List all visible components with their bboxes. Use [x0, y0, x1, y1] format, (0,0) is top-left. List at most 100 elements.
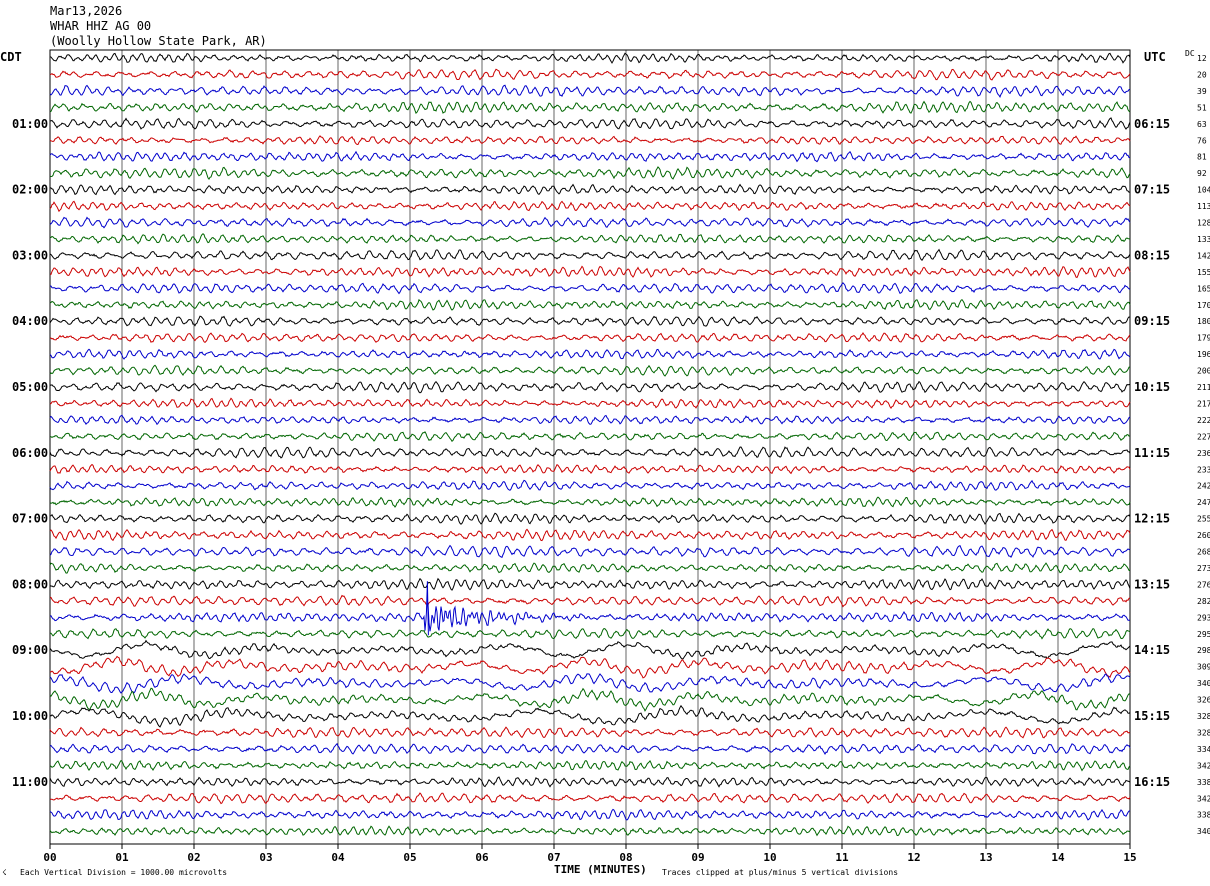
- cdt-hour-label: 01:00: [12, 117, 48, 131]
- cdt-hour-label: 05:00: [12, 380, 48, 394]
- cdt-hour-label: 08:00: [12, 577, 48, 591]
- trace-row-37: [49, 655, 1131, 679]
- dc-offset-value: 20: [1197, 70, 1207, 79]
- trace-row-33: [49, 594, 1131, 608]
- trace-row-3: [49, 100, 1131, 114]
- x-axis-title: TIME (MINUTES): [554, 863, 647, 876]
- dc-offset-value: 104: [1197, 186, 1210, 195]
- trace-row-40: [49, 704, 1131, 728]
- utc-hour-label: 14:15: [1134, 643, 1170, 657]
- trace-row-32: [49, 577, 1131, 591]
- dc-offset-value: 222: [1197, 416, 1210, 425]
- dc-offset-value: 142: [1197, 251, 1210, 260]
- trace-row-44: [49, 776, 1131, 788]
- trace-row-36: [49, 639, 1131, 660]
- date-label: Mar13,2026: [50, 4, 123, 18]
- dc-offset-value: 273: [1197, 564, 1210, 573]
- dc-offset-value: 51: [1197, 103, 1207, 112]
- trace-row-24: [49, 446, 1131, 459]
- dc-offset-value: 334: [1197, 745, 1210, 754]
- trace-row-7: [49, 166, 1131, 180]
- dc-offset-value: 180: [1197, 317, 1210, 326]
- dc-offset-value: 179: [1197, 334, 1210, 343]
- seismic-traces: [49, 52, 1131, 837]
- dc-offset-value: 133: [1197, 235, 1210, 244]
- scale-note: Each Vertical Division = 1000.00 microvo…: [20, 868, 228, 877]
- cdt-hour-label: 11:00: [12, 775, 48, 789]
- trace-row-14: [49, 282, 1131, 295]
- trace-row-45: [49, 792, 1131, 805]
- utc-label: UTC: [1144, 50, 1166, 64]
- dc-offset-value: 276: [1197, 580, 1210, 589]
- utc-hour-label: 13:15: [1134, 577, 1170, 591]
- dc-offset-value: 200: [1197, 367, 1210, 376]
- x-tick-label: 00: [43, 851, 56, 864]
- x-tick-label: 01: [115, 851, 129, 864]
- dc-offset-value: 170: [1197, 301, 1210, 310]
- trace-row-46: [49, 808, 1131, 821]
- trace-row-41: [49, 726, 1131, 739]
- trace-row-6: [49, 150, 1131, 163]
- dc-offset-value: 338: [1197, 811, 1210, 820]
- dc-offset-value: 309: [1197, 663, 1210, 672]
- dc-offset-value: 268: [1197, 548, 1210, 557]
- dc-offset-value: 298: [1197, 646, 1210, 655]
- trace-row-27: [49, 496, 1131, 508]
- dc-offset-value: 255: [1197, 515, 1210, 524]
- utc-hour-label: 08:15: [1134, 248, 1170, 262]
- x-tick-label: 12: [907, 851, 920, 864]
- dc-offset-value: 76: [1197, 136, 1207, 145]
- plot-frame: [49, 49, 1131, 845]
- dc-offset-value: 293: [1197, 613, 1210, 622]
- dc-offset-value: 282: [1197, 597, 1210, 606]
- cdt-hour-label: 06:00: [12, 446, 48, 460]
- trace-row-31: [49, 562, 1131, 574]
- trace-row-42: [49, 742, 1131, 756]
- x-tick-label: 02: [187, 851, 200, 864]
- dc-offset-value: 340: [1197, 827, 1210, 836]
- trace-row-2: [49, 84, 1131, 99]
- trace-row-30: [49, 544, 1131, 558]
- scale-icon: ☇: [2, 868, 7, 877]
- dc-label: DC: [1185, 49, 1195, 58]
- hour-labels: 01:00 02:00 03:00 04:00 05:00 06:00 07:00 08:00…: [12, 117, 1170, 789]
- x-tick-label: 03: [259, 851, 272, 864]
- trace-row-35: [50, 627, 1131, 640]
- trace-row-20: [49, 380, 1131, 394]
- trace-row-19: [49, 364, 1131, 377]
- trace-row-15: [49, 298, 1131, 311]
- trace-row-16: [49, 315, 1131, 327]
- trace-row-43: [49, 759, 1131, 772]
- x-tick-label: 08: [619, 851, 632, 864]
- dc-offset-value: 342: [1197, 761, 1210, 770]
- dc-offset-value: 155: [1197, 268, 1210, 277]
- trace-row-21: [49, 397, 1131, 409]
- x-tick-label: 05: [403, 851, 416, 864]
- trace-row-17: [49, 332, 1131, 344]
- dc-offset-value: 338: [1197, 778, 1210, 787]
- dc-offset-value: 236: [1197, 449, 1210, 458]
- utc-hour-label: 11:15: [1134, 446, 1170, 460]
- cdt-hour-label: 02:00: [12, 183, 48, 197]
- dc-offset-value: 81: [1197, 153, 1207, 162]
- trace-row-1: [49, 68, 1131, 81]
- cdt-hour-label: 04:00: [12, 314, 48, 328]
- dc-offset-value: 196: [1197, 350, 1210, 359]
- trace-row-8: [49, 183, 1131, 196]
- utc-hour-label: 10:15: [1134, 380, 1170, 394]
- utc-hour-label: 15:15: [1134, 709, 1170, 723]
- cdt-hour-label: 07:00: [12, 512, 48, 526]
- trace-row-9: [49, 200, 1131, 213]
- trace-row-34: [49, 581, 1131, 636]
- trace-row-0: [49, 52, 1131, 64]
- trace-row-23: [49, 431, 1131, 442]
- x-tick-label: 06: [475, 851, 489, 864]
- x-tick-label: 15: [1123, 851, 1136, 864]
- trace-row-22: [49, 414, 1131, 426]
- utc-hour-label: 16:15: [1134, 775, 1170, 789]
- x-tick-label: 07: [547, 851, 560, 864]
- dc-offset-value: 113: [1197, 202, 1210, 211]
- station-label: WHAR HHZ AG 00: [50, 19, 152, 33]
- cdt-label: CDT: [0, 50, 22, 64]
